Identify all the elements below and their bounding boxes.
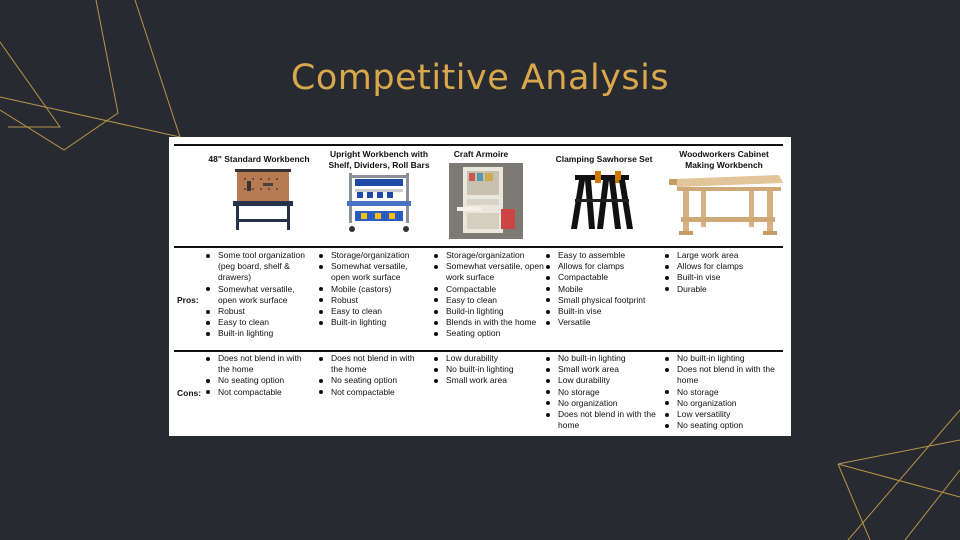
list-item: Compactable xyxy=(546,272,660,283)
craft-armoire-image xyxy=(449,163,523,239)
pros-list: Easy to assemble Allows for clamps Compa… xyxy=(546,250,660,328)
column-heading: Woodworkers Cabinet Making Workbench xyxy=(679,149,769,170)
woodworkers-bench-image xyxy=(669,175,783,235)
list-item: Easy to clean xyxy=(319,306,427,317)
list-item: Small work area xyxy=(546,364,660,375)
list-item: Built-in lighting xyxy=(206,328,312,339)
list-item: Easy to assemble xyxy=(546,250,660,261)
list-item: No seating option xyxy=(319,375,427,386)
list-item: Does not blend in with the home xyxy=(319,353,427,375)
list-item: Versatile xyxy=(546,317,660,328)
list-item: Easy to clean xyxy=(434,295,544,306)
upright-workbench-image xyxy=(347,173,411,232)
list-item: No seating option xyxy=(206,375,312,386)
list-item: Low versatility xyxy=(665,409,785,420)
list-item: No built-in lighting xyxy=(665,353,785,364)
table-rule-top xyxy=(174,144,783,146)
cons-list: Low durability No built-in lighting Smal… xyxy=(434,353,544,387)
list-item: Built-in vise xyxy=(546,306,660,317)
sawhorse-image xyxy=(571,171,633,229)
column-heading: 48" Standard Workbench xyxy=(208,154,310,164)
slide-title: Competitive Analysis xyxy=(290,58,670,98)
list-item: Somewhat versatile, open work surface xyxy=(206,284,312,306)
list-item: Small work area xyxy=(434,375,544,386)
pros-list: Large work area Allows for clamps Built-… xyxy=(665,250,785,295)
table-rule-bottom xyxy=(174,350,783,352)
list-item: Easy to clean xyxy=(206,317,312,328)
pros-label: Pros: xyxy=(177,295,199,305)
list-item: Mobile (castors) xyxy=(319,284,427,295)
cons-list: No built-in lighting Small work area Low… xyxy=(546,353,660,431)
list-item: Somewhat versatile, open work surface xyxy=(319,261,427,283)
list-item: No organization xyxy=(665,398,785,409)
pros-list: Some tool organization (peg board, shelf… xyxy=(206,250,312,340)
list-item: Storage/organization xyxy=(319,250,427,261)
list-item: No built-in lighting xyxy=(546,353,660,364)
list-item: Mobile xyxy=(546,284,660,295)
list-item: Somewhat versatile, open work surface xyxy=(434,261,544,283)
list-item: Seating option xyxy=(434,328,544,339)
list-item: No built-in lighting xyxy=(434,364,544,375)
list-item: Low durability xyxy=(434,353,544,364)
list-item: Durable xyxy=(665,284,785,295)
list-item: Compactable xyxy=(434,284,544,295)
competitive-analysis-table: 48" Standard Workbench Upright Workbench… xyxy=(169,137,791,436)
list-item: Allows for clamps xyxy=(546,261,660,272)
list-item: Small physical footprint xyxy=(546,295,660,306)
list-item: Not compactable xyxy=(206,387,312,398)
list-item: Some tool organization (peg board, shelf… xyxy=(206,250,312,284)
standard-workbench-image xyxy=(233,169,293,230)
column-heading: Craft Armoire xyxy=(453,149,509,159)
list-item: Does not blend in with the home xyxy=(665,364,785,386)
list-item: Low durability xyxy=(546,375,660,386)
list-item: Robust xyxy=(206,306,312,317)
cons-list: No built-in lighting Does not blend in w… xyxy=(665,353,785,431)
list-item: Blends in with the home xyxy=(434,317,544,328)
list-item: Does not blend in with the home xyxy=(546,409,660,431)
list-item: No seating option xyxy=(665,420,785,431)
list-item: Built-in lighting xyxy=(319,317,427,328)
pros-list: Storage/organization Somewhat versatile,… xyxy=(319,250,427,328)
list-item: Does not blend in with the home xyxy=(206,353,312,375)
cons-label: Cons: xyxy=(177,388,202,398)
list-item: Built-in vise xyxy=(665,272,785,283)
cons-list: Does not blend in with the home No seati… xyxy=(319,353,427,398)
list-item: Not compactable xyxy=(319,387,427,398)
list-item: Allows for clamps xyxy=(665,261,785,272)
pros-list: Storage/organization Somewhat versatile,… xyxy=(434,250,544,340)
cons-list: Does not blend in with the home No seati… xyxy=(206,353,312,398)
table-rule-middle xyxy=(174,246,783,248)
list-item: No storage xyxy=(546,387,660,398)
list-item: Build-in lighting xyxy=(434,306,544,317)
list-item: Storage/organization xyxy=(434,250,544,261)
list-item: No organization xyxy=(546,398,660,409)
column-heading: Clamping Sawhorse Set xyxy=(555,154,653,164)
column-heading: Upright Workbench with Shelf, Dividers, … xyxy=(328,149,430,170)
list-item: Large work area xyxy=(665,250,785,261)
list-item: Robust xyxy=(319,295,427,306)
list-item: No storage xyxy=(665,387,785,398)
